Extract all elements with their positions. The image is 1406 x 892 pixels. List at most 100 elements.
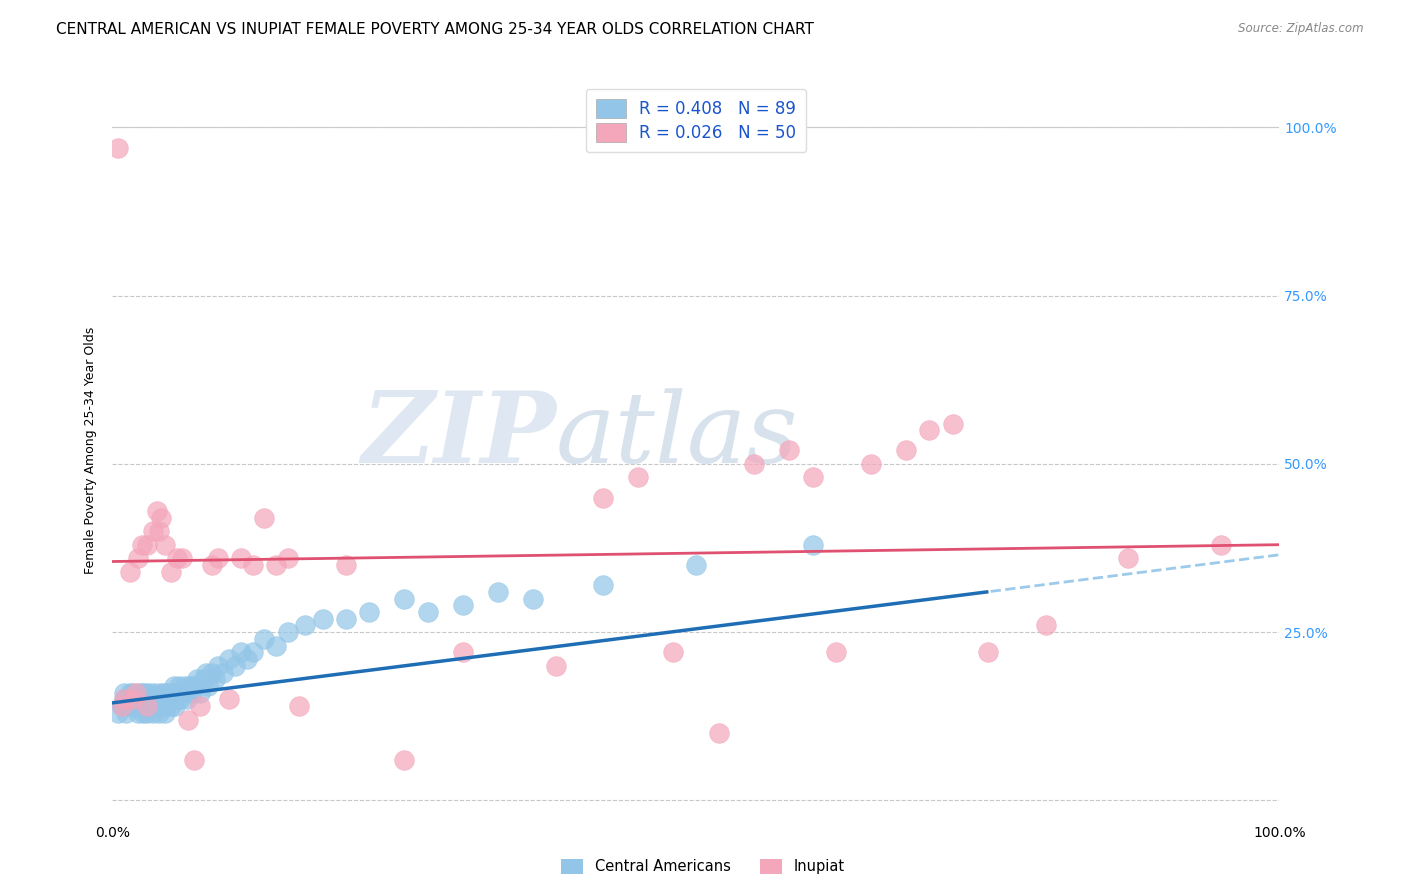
Point <box>166 686 188 700</box>
Point <box>264 639 287 653</box>
Point <box>122 686 145 700</box>
Point <box>157 692 180 706</box>
Point <box>288 699 311 714</box>
Point <box>276 551 298 566</box>
Point <box>112 692 135 706</box>
Point <box>118 699 141 714</box>
Point <box>294 618 316 632</box>
Point <box>141 699 163 714</box>
Point <box>976 645 998 659</box>
Point <box>111 699 134 714</box>
Point <box>335 612 357 626</box>
Point <box>160 692 183 706</box>
Point <box>153 538 176 552</box>
Text: ZIP: ZIP <box>361 387 555 483</box>
Point <box>160 699 183 714</box>
Point <box>139 692 162 706</box>
Point <box>522 591 544 606</box>
Point <box>118 686 141 700</box>
Point <box>125 699 148 714</box>
Point <box>235 652 257 666</box>
Point <box>942 417 965 431</box>
Point <box>276 625 298 640</box>
Point <box>416 605 439 619</box>
Point <box>122 692 145 706</box>
Point <box>112 686 135 700</box>
Point <box>394 591 416 606</box>
Point <box>918 423 941 437</box>
Point <box>150 699 173 714</box>
Point <box>860 457 883 471</box>
Point <box>204 673 226 687</box>
Point <box>253 510 276 524</box>
Point <box>801 538 824 552</box>
Point <box>173 679 195 693</box>
Point <box>120 699 142 714</box>
Point <box>201 558 224 572</box>
Point <box>592 578 614 592</box>
Point <box>139 699 162 714</box>
Point <box>1209 538 1232 552</box>
Point <box>112 692 135 706</box>
Point <box>744 457 766 471</box>
Point <box>359 605 381 619</box>
Point <box>188 686 211 700</box>
Point <box>229 551 252 566</box>
Point <box>201 665 224 680</box>
Point <box>150 510 173 524</box>
Point <box>136 692 159 706</box>
Point <box>486 584 509 599</box>
Point <box>197 679 219 693</box>
Point <box>131 692 153 706</box>
Point <box>107 706 129 720</box>
Point <box>172 551 194 566</box>
Point <box>129 699 152 714</box>
Point <box>212 665 235 680</box>
Point <box>115 706 138 720</box>
Point <box>142 706 165 720</box>
Point <box>111 699 134 714</box>
Point <box>153 706 176 720</box>
Point <box>149 686 172 700</box>
Point <box>778 443 800 458</box>
Point <box>163 679 186 693</box>
Point <box>685 558 707 572</box>
Point <box>825 645 848 659</box>
Point <box>253 632 276 646</box>
Point <box>183 753 205 767</box>
Point <box>311 612 333 626</box>
Point <box>451 599 474 613</box>
Point <box>186 673 208 687</box>
Point <box>153 686 176 700</box>
Point <box>118 565 141 579</box>
Point <box>894 443 917 458</box>
Point <box>160 565 183 579</box>
Point <box>107 140 129 154</box>
Point <box>162 686 184 700</box>
Point <box>188 699 211 714</box>
Point <box>152 692 174 706</box>
Point <box>148 524 170 539</box>
Point <box>194 665 217 680</box>
Point <box>165 699 187 714</box>
Point <box>592 491 614 505</box>
Point <box>166 551 188 566</box>
Point <box>207 658 229 673</box>
Point <box>166 692 188 706</box>
Point <box>169 692 191 706</box>
Point <box>142 524 165 539</box>
Point <box>132 706 155 720</box>
Point <box>134 686 156 700</box>
Point <box>127 692 149 706</box>
Point <box>146 692 169 706</box>
Point <box>218 692 240 706</box>
Point <box>127 551 149 566</box>
Point <box>394 753 416 767</box>
Legend: R = 0.408   N = 89, R = 0.026   N = 50: R = 0.408 N = 89, R = 0.026 N = 50 <box>586 88 806 153</box>
Point <box>167 679 190 693</box>
Point <box>661 645 683 659</box>
Point <box>156 686 179 700</box>
Point <box>1116 551 1139 566</box>
Point <box>451 645 474 659</box>
Point <box>1035 618 1057 632</box>
